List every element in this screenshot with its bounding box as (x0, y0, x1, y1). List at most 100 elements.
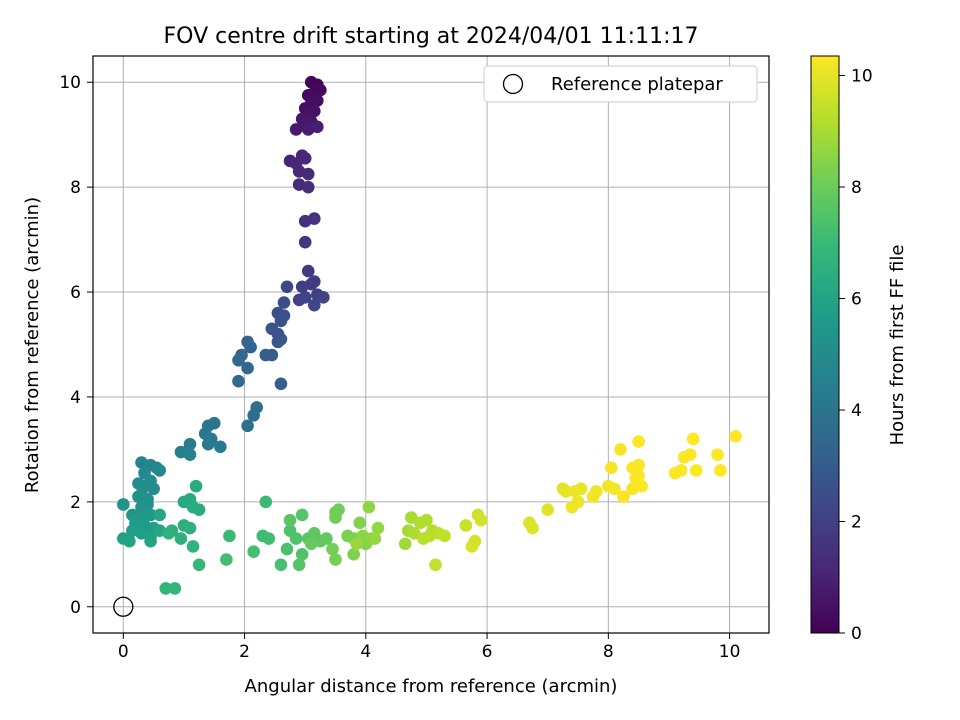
colorbar-tick-label: 10 (851, 67, 873, 87)
data-point (311, 120, 324, 134)
colorbar-label: Hours from first FF file (887, 245, 908, 446)
data-point (241, 419, 254, 433)
data-point (571, 495, 585, 509)
data-point (304, 537, 318, 551)
x-tick-label: 4 (360, 642, 371, 662)
legend: Reference platepar (483, 65, 758, 103)
data-point (326, 542, 339, 556)
data-point (289, 123, 303, 136)
data-point (277, 296, 291, 309)
chart-title: FOV centre drift starting at 2024/04/01 … (164, 24, 699, 49)
data-point (132, 490, 145, 503)
x-axis-label: Angular distance from reference (arcmin) (245, 676, 618, 697)
data-point (629, 471, 642, 485)
data-point (153, 508, 166, 522)
data-point (295, 548, 309, 561)
data-point (301, 264, 315, 278)
data-point (686, 432, 700, 446)
x-axis-ticks: 0 2 4 6 8 10 (118, 633, 741, 662)
data-point (307, 298, 321, 312)
data-point (295, 280, 309, 294)
data-point (189, 479, 203, 493)
data-point (144, 508, 157, 522)
x-tick-label: 6 (482, 642, 493, 662)
data-point (292, 293, 306, 307)
data-point (289, 532, 303, 545)
data-point (368, 532, 382, 545)
data-point (420, 513, 433, 527)
data-point (371, 521, 385, 535)
y-tick-label: 10 (59, 73, 81, 93)
data-point (307, 212, 321, 225)
data-point (123, 534, 136, 548)
data-point (265, 348, 279, 362)
data-point (617, 490, 630, 503)
y-tick-label: 0 (70, 598, 81, 618)
y-tick-label: 8 (70, 178, 81, 198)
data-point (459, 519, 473, 532)
data-point (329, 511, 342, 524)
data-point (247, 545, 260, 558)
data-point (605, 461, 618, 475)
data-point (186, 540, 200, 553)
data-point (295, 508, 309, 522)
colorbar-tick-label: 6 (851, 290, 862, 310)
data-point (589, 485, 603, 498)
y-axis-ticks: 0 2 4 6 8 10 (59, 73, 93, 618)
reference-platepar-marker (113, 596, 134, 617)
data-point (153, 464, 166, 477)
data-point (244, 340, 257, 354)
data-point (147, 482, 160, 496)
colorbar (810, 55, 840, 634)
data-point (614, 443, 627, 456)
data-point (474, 513, 488, 527)
data-point (262, 532, 276, 545)
data-point (714, 464, 727, 477)
data-point (350, 537, 364, 551)
data-point (408, 527, 421, 540)
colorbar-ticks: 0 2 4 6 8 10 (839, 67, 873, 644)
data-point (301, 180, 315, 194)
data-point (274, 377, 288, 391)
y-tick-label: 2 (70, 493, 81, 513)
data-point (117, 498, 130, 511)
data-point (347, 548, 360, 561)
x-tick-label: 8 (603, 642, 614, 662)
data-point (398, 537, 412, 551)
plot-area-frame (92, 55, 770, 634)
data-point (283, 513, 297, 527)
x-tick-label: 0 (118, 642, 129, 662)
data-point (162, 527, 176, 540)
y-axis-label: Rotation from reference (arcmin) (22, 197, 43, 493)
data-point (683, 448, 697, 461)
colorbar-tick-label: 0 (851, 624, 862, 644)
data-point (438, 529, 451, 543)
reference-point-layer (113, 596, 134, 617)
x-tick-label: 2 (239, 642, 250, 662)
x-tick-label: 10 (719, 642, 741, 662)
data-point (144, 534, 157, 548)
data-point (247, 409, 260, 422)
data-point (192, 503, 206, 517)
data-point (632, 458, 645, 472)
data-point (559, 485, 573, 498)
data-point (689, 464, 703, 477)
data-point (192, 558, 206, 572)
data-point (632, 435, 645, 448)
data-point (183, 521, 197, 535)
data-point (232, 353, 245, 367)
data-point (214, 440, 227, 454)
data-point (135, 500, 148, 514)
legend-entry-reference-platepar: Reference platepar (551, 74, 723, 95)
data-point (465, 540, 479, 553)
data-point (232, 374, 245, 388)
data-point (541, 503, 555, 517)
data-point (674, 464, 688, 477)
data-point (417, 532, 430, 545)
data-point (353, 516, 367, 530)
data-point (201, 437, 215, 451)
data-point (280, 542, 294, 556)
data-point (183, 448, 197, 461)
data-point (429, 558, 442, 572)
